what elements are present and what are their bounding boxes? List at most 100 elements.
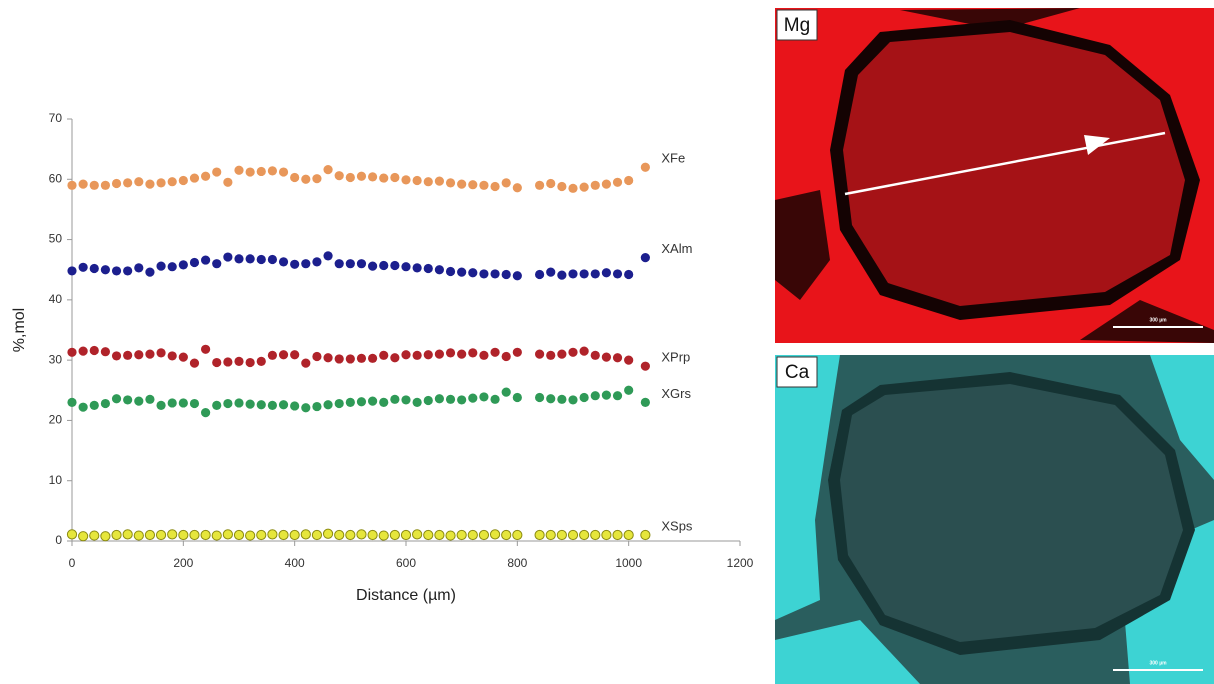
- data-point: [512, 392, 522, 403]
- data-point: [423, 263, 433, 274]
- data-point: [111, 394, 122, 404]
- x-tick-label: 400: [285, 556, 305, 570]
- data-point: [334, 259, 344, 269]
- data-point: [234, 398, 244, 408]
- data-point: [557, 394, 567, 404]
- data-point: [535, 392, 545, 403]
- data-point: [145, 394, 155, 404]
- data-point: [434, 176, 444, 186]
- data-point: [390, 172, 400, 183]
- series-label: XGrs: [661, 386, 691, 401]
- data-point: [89, 530, 100, 541]
- data-point: [201, 344, 211, 354]
- data-point: [640, 529, 651, 541]
- data-point: [267, 400, 277, 410]
- series-label: XAlm: [661, 241, 692, 256]
- data-point: [89, 263, 99, 274]
- data-point: [323, 165, 333, 175]
- data-point: [546, 267, 556, 277]
- data-point: [390, 353, 400, 363]
- data-point: [322, 528, 334, 539]
- data-point: [312, 174, 322, 184]
- data-point: [155, 529, 167, 541]
- data-point: [345, 397, 355, 407]
- data-point: [133, 530, 144, 541]
- data-point: [334, 171, 344, 181]
- data-point: [123, 395, 133, 405]
- data-point: [201, 255, 211, 265]
- data-point: [545, 529, 556, 541]
- data-point: [379, 260, 389, 271]
- data-point: [490, 269, 500, 279]
- data-point: [445, 348, 456, 358]
- chart: 0 10 20 30 40 50 60 70 0 200 400 600 800 1000 1200 XFe X…: [49, 111, 754, 570]
- data-point: [624, 385, 634, 395]
- map-label: Mg: [784, 15, 810, 36]
- x-tick-label: 1000: [615, 556, 642, 570]
- data-point: [501, 351, 511, 362]
- data-point: [156, 348, 166, 358]
- data-point: [624, 175, 634, 186]
- data-point: [290, 401, 300, 411]
- data-point: [278, 257, 289, 267]
- data-point: [111, 266, 122, 276]
- data-point: [624, 355, 634, 365]
- data-point: [568, 347, 578, 357]
- data-point: [401, 262, 411, 272]
- data-point: [189, 358, 200, 368]
- data-point: [579, 392, 589, 403]
- data-point: [412, 397, 422, 407]
- data-point: [368, 172, 378, 182]
- data-point: [100, 531, 111, 542]
- map-texture: [775, 355, 1214, 684]
- data-point: [323, 251, 333, 261]
- data-point: [312, 257, 322, 267]
- data-point: [134, 350, 144, 360]
- data-point: [89, 180, 99, 190]
- data-point: [167, 177, 177, 187]
- data-point: [234, 165, 244, 175]
- data-point: [290, 350, 300, 360]
- data-point: [178, 398, 188, 408]
- data-point: [78, 531, 89, 542]
- data-point: [189, 173, 200, 183]
- data-point: [379, 397, 389, 407]
- data-point: [401, 175, 411, 185]
- data-point: [512, 183, 522, 193]
- data-point: [423, 350, 433, 360]
- data-point: [579, 269, 589, 279]
- data-point: [640, 162, 650, 172]
- data-point: [412, 175, 422, 186]
- y-tick-label: 40: [49, 292, 63, 306]
- data-point: [434, 265, 444, 275]
- data-point: [123, 350, 133, 360]
- data-point: [445, 530, 456, 541]
- data-point: [557, 181, 567, 192]
- data-point: [490, 181, 500, 192]
- data-point: [289, 529, 300, 541]
- data-point: [412, 529, 423, 540]
- data-point: [78, 346, 88, 356]
- data-point: [223, 177, 233, 187]
- data-point: [189, 529, 200, 541]
- series-label: XPrp: [661, 350, 690, 365]
- data-point: [457, 267, 467, 277]
- data-point: [267, 529, 278, 540]
- data-point: [156, 261, 166, 271]
- x-tick-label: 1200: [727, 556, 754, 570]
- data-point: [334, 529, 345, 541]
- data-point: [412, 263, 422, 273]
- data-point: [590, 350, 600, 360]
- data-point: [478, 529, 490, 541]
- data-point: [223, 398, 233, 409]
- data-point: [601, 390, 612, 400]
- data-point: [557, 270, 567, 280]
- data-point: [256, 356, 266, 366]
- data-point: [111, 529, 122, 541]
- mg-map: Mg 300 µm: [775, 8, 1214, 343]
- data-point: [479, 392, 489, 402]
- data-point: [334, 354, 344, 364]
- data-point: [579, 182, 589, 192]
- data-point: [134, 263, 144, 273]
